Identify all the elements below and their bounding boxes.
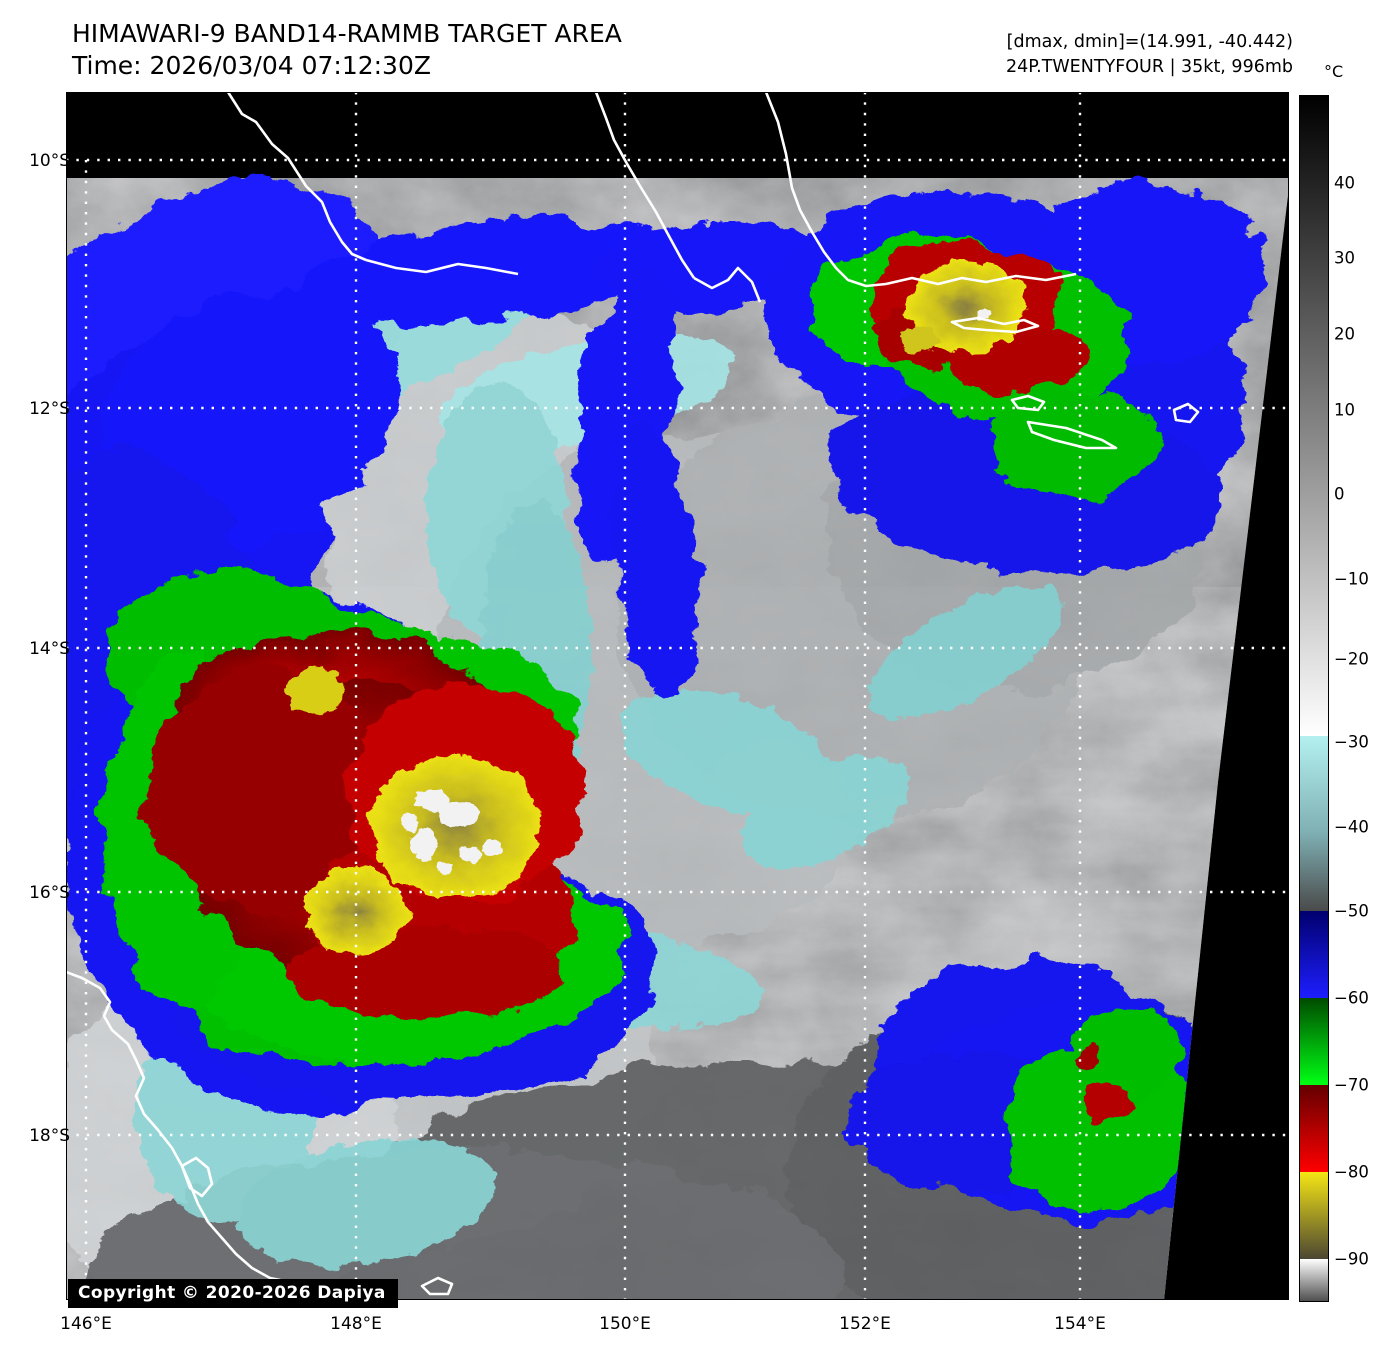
colorbar-tick-m50: −50: [1334, 901, 1369, 921]
colorbar-tick-m10: −10: [1334, 569, 1369, 589]
dmax-dmin-label: [dmax, dmin]=(14.991, -40.442): [1006, 32, 1293, 52]
colorbar-tick-m70: −70: [1334, 1075, 1369, 1095]
lon-label-146e: 146°E: [60, 1314, 112, 1334]
colorbar-tick-30: 30: [1334, 248, 1355, 268]
colorbar-tick-10: 10: [1334, 400, 1355, 420]
lon-label-150e: 150°E: [599, 1314, 651, 1334]
colorbar-gradient: [1300, 96, 1328, 1301]
colorbar-tick-20: 20: [1334, 324, 1355, 344]
satellite-image: [66, 92, 1289, 1300]
colorbar-tick-m80: −80: [1334, 1162, 1369, 1182]
title-line: HIMAWARI-9 BAND14-RAMMB TARGET AREA: [72, 19, 622, 48]
colorbar-tick-40: 40: [1334, 173, 1355, 193]
colorbar-tick-m60: −60: [1334, 988, 1369, 1008]
page-title: HIMAWARI-9 BAND14-RAMMB TARGET AREA Time…: [72, 18, 622, 82]
lon-label-152e: 152°E: [839, 1314, 891, 1334]
colorbar-tick-m40: −40: [1334, 817, 1369, 837]
lat-label-18s: 18°S: [29, 1126, 70, 1146]
lat-label-10s: 10°S: [29, 151, 70, 171]
metadata-block: [dmax, dmin]=(14.991, -40.442) 24P.TWENT…: [1006, 30, 1293, 81]
lon-label-148e: 148°E: [330, 1314, 382, 1334]
colorbar-tick-m20: −20: [1334, 649, 1369, 669]
lat-label-16s: 16°S: [29, 883, 70, 903]
colorbar-unit-label: °C: [1324, 62, 1344, 81]
copyright-watermark: Copyright © 2020-2026 Dapiya: [68, 1279, 398, 1308]
colorbar-tick-m90: −90: [1334, 1249, 1369, 1269]
storm-info-label: 24P.TWENTYFOUR | 35kt, 996mb: [1006, 57, 1293, 78]
map-gridlines: [66, 92, 1289, 1300]
coastline: [66, 92, 1200, 1296]
time-line: Time: 2026/03/04 07:12:30Z: [72, 51, 431, 80]
satellite-image-panel[interactable]: [66, 92, 1289, 1300]
colorbar-tick-m30: −30: [1334, 732, 1369, 752]
colorbar-tick-0: 0: [1334, 484, 1345, 504]
lat-label-12s: 12°S: [29, 399, 70, 419]
lon-label-154e: 154°E: [1054, 1314, 1106, 1334]
lat-label-14s: 14°S: [29, 639, 70, 659]
colorbar: [1299, 95, 1329, 1302]
